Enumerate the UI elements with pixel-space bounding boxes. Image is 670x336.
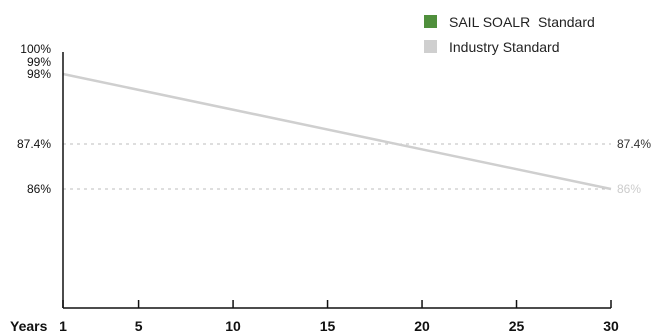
x-tick-label: 1: [59, 318, 67, 334]
x-tick-label: 15: [320, 318, 336, 334]
x-tick-label: 10: [225, 318, 241, 334]
x-tick-label: 5: [135, 318, 143, 334]
legend-item-industry: Industry Standard: [424, 34, 595, 59]
legend-swatch-sail: [424, 15, 437, 28]
series-line: [62, 72, 612, 191]
x-tick-label: 25: [509, 318, 525, 334]
y-tick-label: 86%: [27, 182, 51, 196]
legend-label-industry: Industry Standard: [449, 38, 560, 55]
y-tick-label: 100%: [20, 42, 51, 56]
legend: SAIL SOALR Standard Industry Standard: [424, 9, 595, 59]
legend-swatch-industry: [424, 40, 437, 53]
series-lines: [62, 72, 612, 191]
x-tick-label: 30: [603, 318, 619, 334]
reference-labels: 87.4% 86%: [617, 137, 651, 196]
reference-label: 87.4%: [617, 137, 651, 151]
y-ticks: 100%99%98% 87.4% 86%: [17, 42, 51, 196]
x-axis-label: Years: [10, 318, 48, 334]
axes: [62, 52, 611, 309]
y-tick-label: 98%: [27, 67, 51, 81]
x-ticks: 1 5 10 15 20 25 30: [59, 300, 619, 334]
reference-lines: [63, 143, 611, 190]
x-tick-label: 20: [414, 318, 430, 334]
legend-label-sail: SAIL SOALR Standard: [449, 13, 595, 30]
y-tick-label: 99%: [27, 55, 51, 69]
reference-label: 86%: [617, 182, 641, 196]
y-tick-label: 87.4%: [17, 137, 51, 151]
legend-item-sail: SAIL SOALR Standard: [424, 9, 595, 34]
